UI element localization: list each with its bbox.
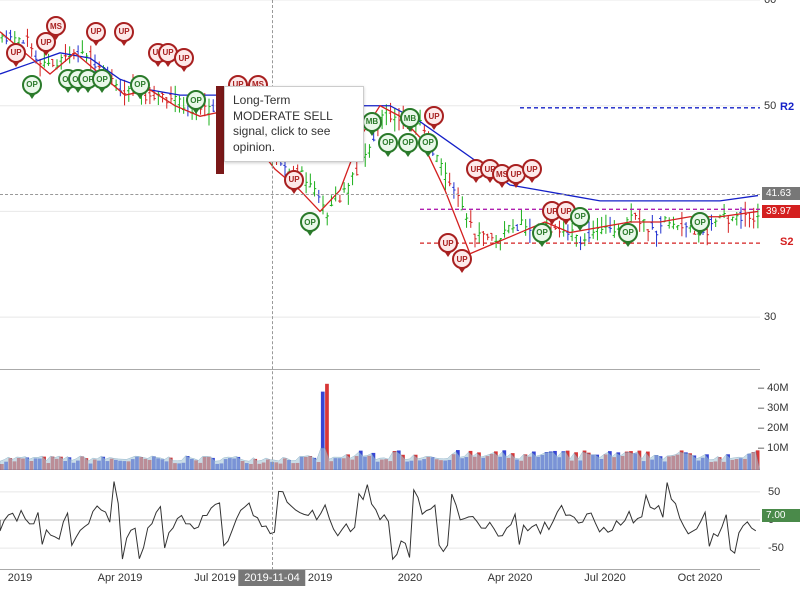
volume-tick-label: – 10M: [758, 442, 798, 454]
oscillator-svg: [0, 470, 760, 570]
price-tag: 41.63: [762, 187, 800, 200]
signal-marker-op[interactable]: OP: [130, 75, 150, 95]
signal-marker-op[interactable]: OP: [570, 207, 590, 227]
osc-tick-label: -50: [768, 542, 798, 554]
signal-marker-ms[interactable]: MS: [46, 16, 66, 36]
signal-marker-mb[interactable]: MB: [400, 108, 420, 128]
signal-marker-op[interactable]: OP: [618, 223, 638, 243]
signal-marker-op[interactable]: OP: [532, 223, 552, 243]
signal-marker-up[interactable]: UP: [522, 159, 542, 179]
signal-marker-up[interactable]: UP: [284, 170, 304, 190]
x-tick-label: Apr 2020: [488, 572, 533, 584]
y-tick-label: 60: [764, 0, 798, 6]
signal-marker-op[interactable]: OP: [398, 133, 418, 153]
price-panel[interactable]: UPOPUPMSOPOPOPUPOPUPOPUPUPUPOPUPMSUPUPOP…: [0, 0, 760, 370]
signal-marker-up[interactable]: UP: [6, 43, 26, 63]
signal-marker-up[interactable]: UP: [174, 48, 194, 68]
signal-marker-up[interactable]: UP: [424, 106, 444, 126]
volume-panel[interactable]: [0, 370, 760, 470]
tooltip-text: Long-Term MODERATE SELL signal, click to…: [233, 93, 332, 154]
volume-svg: [0, 370, 760, 470]
x-cursor-label: 2019-11-04: [238, 570, 305, 586]
oscillator-value-tag: 7.00: [762, 509, 800, 522]
x-tick-label: 2019: [8, 572, 32, 584]
volume-tick-label: – 40M: [758, 382, 798, 394]
crosshair-horizontal: [0, 194, 760, 195]
signal-marker-up[interactable]: UP: [452, 249, 472, 269]
price-svg: [0, 0, 760, 370]
x-tick-label: 2020: [398, 572, 422, 584]
price-tag: 39.97: [762, 205, 800, 218]
signal-marker-up[interactable]: UP: [114, 22, 134, 42]
signal-marker-op[interactable]: OP: [418, 133, 438, 153]
x-axis: 2019Apr 2019Jul 2019Oct 20192020Apr 2020…: [0, 570, 800, 600]
level-label: R2: [780, 101, 794, 113]
signal-tooltip[interactable]: Long-Term MODERATE SELL signal, click to…: [224, 86, 364, 162]
signal-marker-up[interactable]: UP: [86, 22, 106, 42]
y-tick-label: 30: [764, 311, 798, 323]
level-label: S2: [780, 236, 793, 248]
x-tick-label: Jul 2020: [584, 572, 626, 584]
x-tick-label: Jul 2019: [194, 572, 236, 584]
x-tick-label: Apr 2019: [98, 572, 143, 584]
stock-chart[interactable]: UPOPUPMSOPOPOPUPOPUPOPUPUPUPOPUPMSUPUPOP…: [0, 0, 800, 600]
signal-marker-op[interactable]: OP: [186, 90, 206, 110]
tooltip-anchor-bar: [216, 86, 224, 174]
signal-marker-op[interactable]: OP: [300, 212, 320, 232]
volume-tick-label: – 30M: [758, 402, 798, 414]
osc-tick-label: 50: [768, 486, 798, 498]
signal-marker-op[interactable]: OP: [378, 133, 398, 153]
x-tick-label: Oct 2020: [678, 572, 723, 584]
signal-marker-op[interactable]: OP: [92, 69, 112, 89]
oscillator-panel[interactable]: [0, 470, 760, 570]
signal-marker-op[interactable]: OP: [690, 212, 710, 232]
signal-marker-mb[interactable]: MB: [362, 112, 382, 132]
signal-marker-op[interactable]: OP: [22, 75, 42, 95]
volume-tick-label: – 20M: [758, 422, 798, 434]
